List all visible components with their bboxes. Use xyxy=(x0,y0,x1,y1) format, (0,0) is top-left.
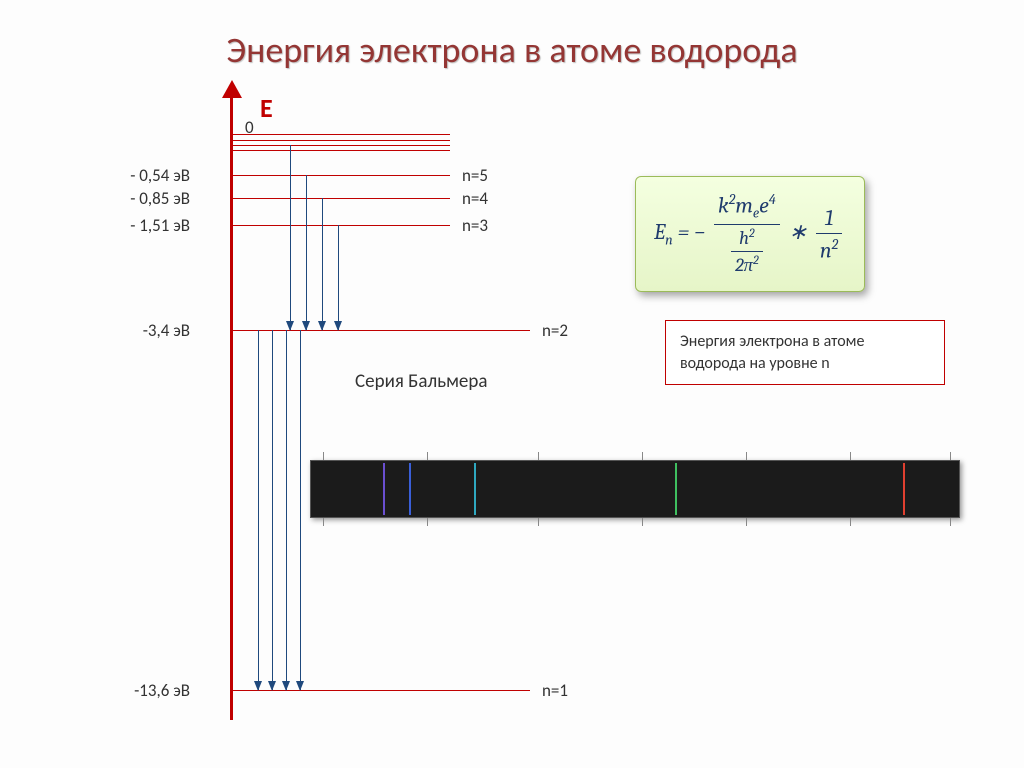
quantum-number-label: n=2 xyxy=(542,320,568,341)
spectrum-tick xyxy=(950,518,951,526)
spectrum-tick xyxy=(427,518,428,526)
spectrum-tick xyxy=(850,452,851,460)
energy-axis xyxy=(230,90,233,720)
energy-level-line xyxy=(230,198,450,199)
ionization-level-line xyxy=(230,140,450,141)
ionization-level-line xyxy=(230,134,450,135)
spectrum-tick xyxy=(427,452,428,460)
transition-arrow-icon xyxy=(286,330,287,690)
spectrum-tick xyxy=(323,518,324,526)
spectrum-tick xyxy=(538,452,539,460)
axis-label: E xyxy=(260,92,273,124)
spectrum-tick xyxy=(538,518,539,526)
transition-arrow-icon xyxy=(306,175,307,330)
spectrum-tick xyxy=(746,518,747,526)
energy-value-label: - 0,54 эВ xyxy=(90,165,190,186)
spectrum-tick xyxy=(323,452,324,460)
spectral-line xyxy=(903,463,905,515)
formula-lhs: En xyxy=(654,219,673,245)
energy-value-label: - 0,85 эВ xyxy=(90,188,190,209)
spectrum-strip xyxy=(310,460,960,518)
transition-arrow-icon xyxy=(322,198,323,330)
energy-value-label: -13,6 эВ xyxy=(90,680,190,701)
formula-mult: ∗ xyxy=(789,219,812,245)
balmer-series-label: Серия Бальмера xyxy=(355,370,487,393)
transition-arrow-icon xyxy=(290,145,291,330)
axis-arrow-icon xyxy=(222,80,242,98)
transition-arrow-icon xyxy=(272,330,273,690)
spectrum-tick xyxy=(642,518,643,526)
energy-value-label: -3,4 эВ xyxy=(90,320,190,341)
ionization-level-line xyxy=(230,150,450,151)
ionization-level-line xyxy=(230,145,450,146)
quantum-number-label: n=4 xyxy=(462,188,488,209)
energy-level-line xyxy=(230,225,450,226)
energy-diagram: E 0 -13,6 эВn=1-3,4 эВn=2- 1,51 эВn=3- 0… xyxy=(60,90,960,750)
spectral-line xyxy=(474,463,476,515)
equals-sign: = − xyxy=(678,219,710,245)
formula-caption: Энергия электрона в атоме водорода на ур… xyxy=(665,320,945,385)
transition-arrow-icon xyxy=(338,225,339,330)
energy-level-line xyxy=(230,175,450,176)
spectrum-tick xyxy=(746,452,747,460)
spectrum-tick xyxy=(642,452,643,460)
energy-value-label: - 1,51 эВ xyxy=(90,215,190,236)
energy-formula: En = − k2mee4 h2 2π2 ∗ 1 n2 xyxy=(635,176,865,292)
spectrum-tick xyxy=(950,452,951,460)
spectral-line xyxy=(383,463,385,515)
transition-arrow-icon xyxy=(300,330,301,690)
energy-level-line xyxy=(230,330,530,331)
slide: Энергия электрона в атоме водорода E 0 -… xyxy=(0,0,1024,768)
quantum-number-label: n=3 xyxy=(462,215,488,236)
formula-frac2: 1 n2 xyxy=(816,205,842,263)
quantum-number-label: n=1 xyxy=(542,680,568,701)
transition-arrow-icon xyxy=(258,330,259,690)
quantum-number-label: n=5 xyxy=(462,165,488,186)
page-title: Энергия электрона в атоме водорода xyxy=(0,28,1024,72)
spectral-line xyxy=(409,463,411,515)
spectrum-tick xyxy=(850,518,851,526)
spectral-line xyxy=(675,463,677,515)
formula-frac1: k2mee4 h2 2π2 xyxy=(714,191,780,277)
